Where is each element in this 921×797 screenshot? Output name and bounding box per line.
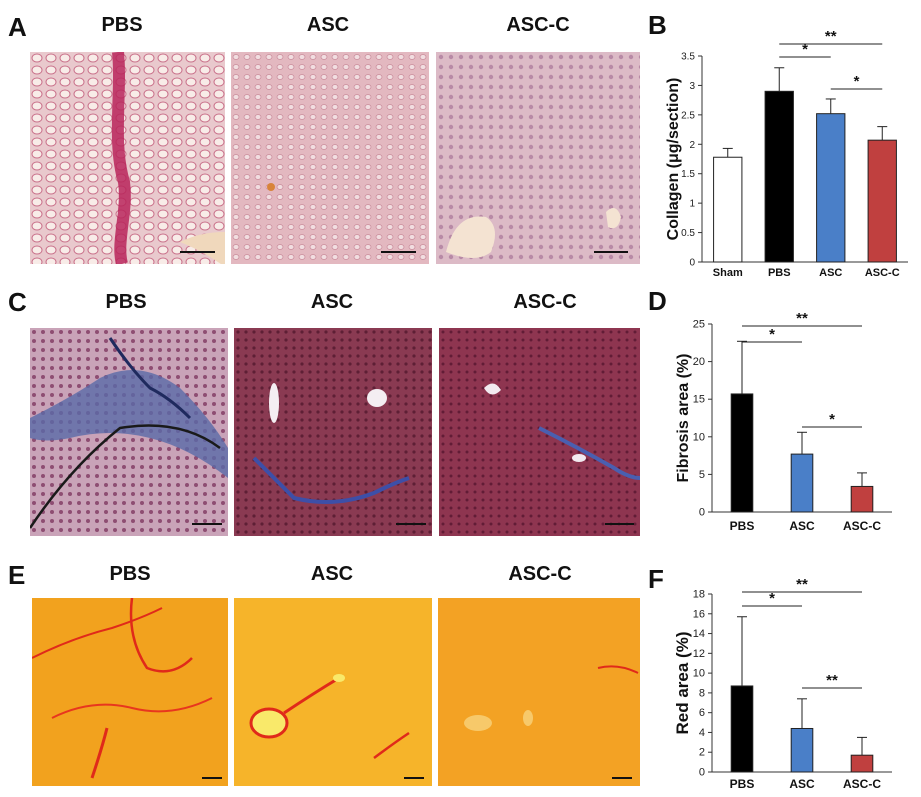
y-tick-label: 4 [699, 727, 705, 739]
y-tick-label: 2.5 [681, 110, 695, 121]
y-tick-label: 8 [699, 687, 705, 699]
x-tick-label: PBS [730, 519, 755, 533]
bar [816, 113, 846, 263]
micrograph-c-asc [234, 328, 432, 536]
y-tick-label: 16 [693, 608, 705, 620]
bar [730, 393, 754, 513]
chart-b: Collagen (μg/section) 0 0.5 1 1.5 2 2.5 3 3.5 Sha… [652, 28, 914, 280]
bar [790, 727, 814, 773]
chart-d: Fibrosis area (%) 0 5 10 15 20 25 PBS ASC ASC-C **… [658, 310, 908, 538]
bar [764, 90, 794, 263]
micrograph-c-asc-c [439, 328, 640, 536]
bar [730, 685, 754, 773]
bar [850, 754, 874, 773]
x-tick-label: ASC [819, 267, 842, 279]
micrograph-a-asc [231, 52, 429, 264]
y-tick-label: 10 [693, 431, 705, 443]
chart-f: Red area (%) 0 2 4 6 8 10 12 14 16 18 PBS ASC ASC-C **… [658, 576, 908, 794]
significance-marker: * [854, 73, 860, 90]
bar [850, 485, 874, 513]
y-tick-label: 12 [693, 648, 705, 660]
bar [790, 453, 814, 513]
panel-e-title-pbs: PBS [109, 563, 151, 585]
y-axis-label: Collagen (μg/section) [665, 78, 682, 241]
bar [713, 156, 743, 263]
x-tick-label: ASC-C [843, 777, 881, 791]
panel-label-b: B [648, 10, 667, 40]
y-axis-label: Fibrosis area (%) [675, 354, 692, 483]
y-tick-label: 10 [693, 668, 705, 680]
panel-a-title-asc: ASC [306, 14, 350, 36]
significance-marker: * [769, 326, 775, 343]
panel-label-f: F [648, 564, 664, 594]
panel-c-title-asc: ASC [310, 291, 354, 313]
y-tick-label: 18 [693, 589, 705, 601]
y-tick-label: 0 [699, 767, 705, 779]
significance-marker: ** [796, 576, 808, 593]
x-tick-label: ASC [789, 519, 815, 533]
bar [867, 139, 897, 263]
y-tick-label: 1 [689, 199, 695, 210]
panel-e-title-asc: ASC [310, 563, 354, 585]
x-tick-label: ASC [789, 777, 815, 791]
y-tick-label: 1.5 [681, 169, 695, 180]
micrograph-a-asc-c [436, 52, 640, 264]
significance-marker: * [802, 41, 808, 58]
x-tick-label: PBS [768, 267, 791, 279]
panel-label-c: C [8, 287, 27, 317]
panel-c-title-asc-c: ASC-C [513, 291, 577, 313]
micrograph-c-pbs [30, 328, 228, 536]
y-tick-label: 3.5 [681, 52, 695, 63]
x-tick-label: ASC-C [865, 267, 900, 279]
panel-e-title-asc-c: ASC-C [508, 563, 572, 585]
panel-a-title-pbs: PBS [101, 14, 143, 36]
y-tick-label: 25 [693, 319, 705, 331]
panel-label-a: A [8, 12, 27, 42]
significance-marker: * [769, 590, 775, 607]
x-tick-label: ASC-C [843, 519, 881, 533]
panel-label-d: D [648, 286, 667, 316]
y-axis-label: Red area (%) [673, 632, 692, 735]
y-tick-label: 5 [699, 469, 705, 481]
y-tick-label: 6 [699, 707, 705, 719]
x-tick-label: PBS [730, 777, 755, 791]
panel-c-title-pbs: PBS [105, 291, 147, 313]
micrograph-e-pbs [32, 598, 228, 786]
significance-marker: ** [796, 310, 808, 327]
y-tick-label: 2 [699, 747, 705, 759]
y-tick-label: 20 [693, 356, 705, 368]
micrograph-a-pbs [30, 52, 225, 264]
y-tick-label: 0.5 [681, 228, 695, 239]
significance-marker: ** [825, 28, 837, 45]
significance-marker: * [829, 411, 835, 428]
significance-marker: ** [826, 672, 838, 689]
y-tick-label: 15 [693, 394, 705, 406]
y-tick-label: 0 [699, 507, 705, 519]
y-tick-label: 14 [693, 628, 705, 640]
micrograph-e-asc [234, 598, 432, 786]
x-tick-label: Sham [713, 267, 743, 279]
panel-label-e: E [8, 560, 26, 590]
panel-a-title-asc-c: ASC-C [506, 14, 570, 36]
y-tick-label: 3 [689, 81, 695, 92]
micrograph-e-asc-c [438, 598, 640, 786]
chart-svg: Collagen (μg/section) 0 0.5 1 1.5 2 2.5 3 3.5 Sha… [665, 28, 908, 279]
y-tick-label: 0 [689, 258, 695, 269]
y-tick-label: 2 [689, 140, 695, 151]
